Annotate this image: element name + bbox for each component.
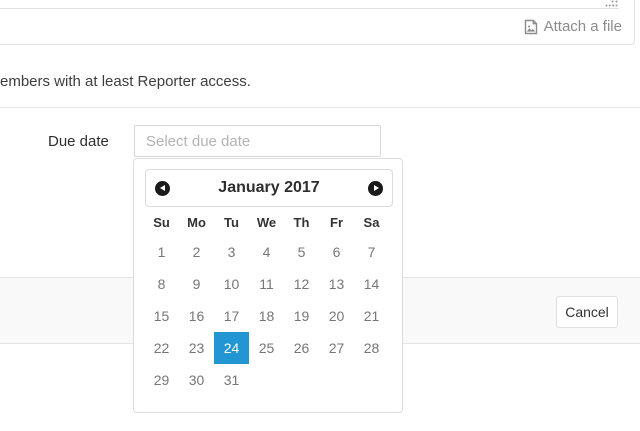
weekday-label: Tu xyxy=(224,214,239,230)
day-cell[interactable]: 2 xyxy=(192,244,201,260)
weekday-label: We xyxy=(256,214,277,230)
weekday-label: Su xyxy=(153,214,170,230)
calendar-week-row: 8 9 10 11 12 13 14 xyxy=(144,268,389,300)
day-cell-empty xyxy=(319,364,354,396)
day-cell[interactable]: 25 xyxy=(258,340,275,356)
calendar-month-title: January 2017 xyxy=(218,179,320,196)
permission-help-text: embers with at least Reporter access. xyxy=(0,73,251,90)
day-cell[interactable]: 26 xyxy=(293,340,310,356)
day-cell-empty xyxy=(284,364,319,396)
day-cell[interactable]: 19 xyxy=(293,308,310,324)
day-cell[interactable]: 1 xyxy=(157,244,166,260)
chevron-right-icon xyxy=(373,185,379,191)
day-cell[interactable]: 4 xyxy=(262,244,271,260)
day-cell[interactable]: 30 xyxy=(188,372,205,388)
day-cell-empty xyxy=(354,364,389,396)
day-cell[interactable]: 9 xyxy=(192,276,201,292)
day-cell[interactable]: 21 xyxy=(363,308,380,324)
resize-grip-icon[interactable] xyxy=(605,0,619,8)
day-cell[interactable]: 12 xyxy=(293,276,310,292)
attach-file-label: Attach a file xyxy=(543,18,622,35)
weekday-label: Fr xyxy=(330,214,343,230)
calendar-grid: Su Mo Tu We Th Fr Sa 1 2 3 4 5 6 7 8 9 1… xyxy=(144,208,389,396)
prev-month-button[interactable] xyxy=(155,180,170,196)
weekday-header-row: Su Mo Tu We Th Fr Sa xyxy=(144,208,389,236)
calendar-month-header: January 2017 xyxy=(145,169,393,207)
weekday-label: Sa xyxy=(363,214,380,230)
calendar-week-row: 1 2 3 4 5 6 7 xyxy=(144,236,389,268)
chevron-left-icon xyxy=(159,185,165,191)
day-cell[interactable]: 11 xyxy=(259,276,274,292)
editor-toolbar: Attach a file xyxy=(0,9,622,44)
day-cell[interactable]: 15 xyxy=(153,308,170,324)
due-date-input[interactable] xyxy=(134,125,381,157)
day-cell[interactable]: 3 xyxy=(227,244,236,260)
comment-textarea[interactable] xyxy=(0,0,619,9)
day-cell[interactable]: 27 xyxy=(328,340,345,356)
date-picker: January 2017 Su Mo Tu We Th Fr Sa 1 2 3 … xyxy=(133,158,403,413)
comment-editor-box xyxy=(0,0,635,45)
day-cell[interactable]: 14 xyxy=(363,276,380,292)
day-cell[interactable]: 5 xyxy=(297,244,306,260)
section-divider xyxy=(0,107,640,108)
day-cell[interactable]: 23 xyxy=(188,340,205,356)
day-cell[interactable]: 10 xyxy=(223,276,240,292)
day-cell[interactable]: 22 xyxy=(153,340,170,356)
calendar-week-row: 22 23 24 25 26 27 28 xyxy=(144,332,389,364)
due-date-label: Due date xyxy=(48,133,109,150)
day-cell-selected[interactable]: 24 xyxy=(214,332,249,364)
day-cell[interactable]: 28 xyxy=(363,340,380,356)
calendar-week-row: 29 30 31 xyxy=(144,364,389,396)
weekday-label: Mo xyxy=(187,214,206,230)
weekday-label: Th xyxy=(293,214,310,230)
day-cell[interactable]: 31 xyxy=(223,372,240,388)
image-file-icon xyxy=(523,19,539,35)
day-cell[interactable]: 18 xyxy=(258,308,275,324)
attach-file-button[interactable]: Attach a file xyxy=(523,18,622,35)
day-cell[interactable]: 8 xyxy=(157,276,166,292)
day-cell[interactable]: 20 xyxy=(328,308,345,324)
day-cell[interactable]: 29 xyxy=(153,372,170,388)
day-cell[interactable]: 7 xyxy=(367,244,376,260)
calendar-week-row: 15 16 17 18 19 20 21 xyxy=(144,300,389,332)
day-cell[interactable]: 16 xyxy=(188,308,205,324)
day-cell[interactable]: 17 xyxy=(223,308,240,324)
day-cell[interactable]: 6 xyxy=(332,244,341,260)
day-cell-empty xyxy=(249,364,284,396)
cancel-button[interactable]: Cancel xyxy=(556,296,618,328)
day-cell[interactable]: 13 xyxy=(328,276,345,292)
next-month-button[interactable] xyxy=(368,180,383,196)
